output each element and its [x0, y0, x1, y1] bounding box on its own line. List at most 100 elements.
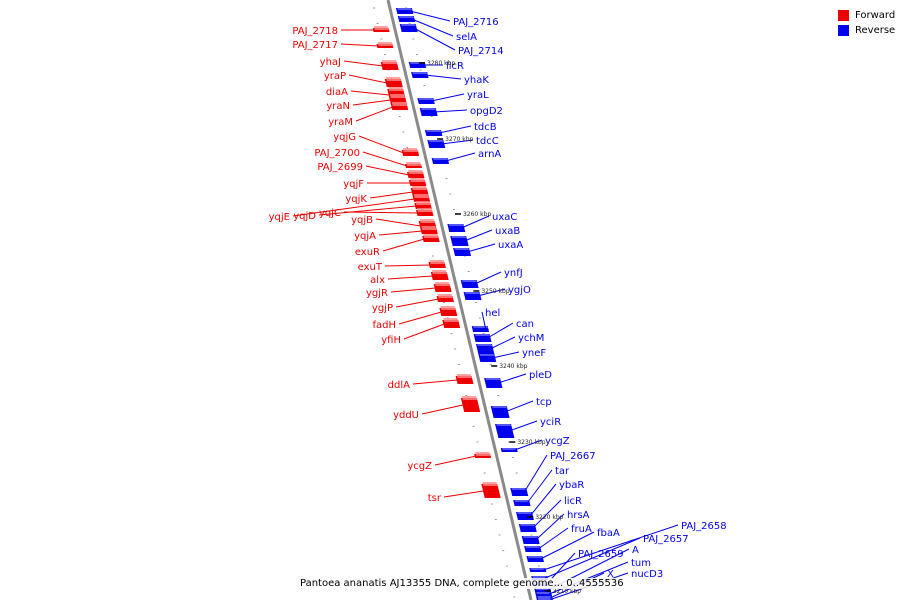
scale-label: 3220 kbp: [535, 514, 563, 521]
forward-gene-label: diaA: [326, 87, 348, 98]
reverse-gene-label: PAJ_2714: [458, 46, 504, 57]
leader-line: [438, 125, 472, 134]
leader-line: [481, 311, 487, 330]
leader-line: [395, 298, 439, 308]
reverse-gene-label: opgD2: [470, 106, 503, 117]
scale-label: 3250 kbp: [481, 288, 509, 295]
leader-line: [474, 271, 502, 285]
forward-gene-feature: [414, 201, 432, 209]
reverse-gene-feature: [419, 108, 438, 116]
forward-gene-label: yqjB: [351, 215, 373, 226]
forward-gene-label: PAJ_2700: [314, 148, 360, 159]
reverse-gene-label: PAJ_2659: [578, 549, 624, 560]
reverse-gene-label: licR: [446, 61, 464, 72]
gene-labels: PAJ_2718 PAJ_2717 yhaJ yraP diaA yraN yraM yqjG…: [269, 17, 727, 580]
forward-gene-label: PAJ_2717: [292, 40, 338, 51]
reverse-gene-feature: [513, 500, 531, 506]
forward-gene-feature: [406, 170, 425, 178]
forward-gene-feature: [408, 178, 427, 186]
reverse-gene-feature: [490, 406, 510, 418]
forward-gene-feature: [405, 162, 423, 168]
scale-label: 3230 kbp: [517, 439, 545, 446]
reverse-gene-label: nucD3: [631, 569, 663, 580]
genome-backbone: [386, 0, 533, 600]
reverse-gene-label: tdcC: [476, 136, 499, 147]
reverse-gene-label: ynfJ: [504, 268, 523, 279]
forward-gene-feature: [401, 148, 420, 156]
forward-gene-label: yqjC: [319, 208, 341, 219]
reverse-gene-feature: [450, 236, 469, 246]
leader-line: [431, 93, 465, 102]
forward-gene-feature: [390, 102, 409, 110]
legend-reverse-label: Reverse: [855, 25, 896, 36]
scale-label: 3280 kbp: [427, 60, 455, 67]
forward-gene-feature: [439, 306, 458, 316]
reverse-gene-feature: [526, 556, 544, 562]
forward-gene-feature: [416, 208, 434, 216]
forward-gene-feature: [455, 374, 474, 384]
scale-labels: 3280 kbp 3270 kbp 3260 kbp 3250 kbp 3240 kbp…: [419, 60, 581, 595]
reverse-gene-label: X: [607, 569, 614, 580]
reverse-gene-feature: [399, 24, 418, 32]
scale-label: 3210 kbp: [553, 588, 581, 595]
reverse-gene-label: uxaA: [498, 240, 523, 251]
leader-line: [461, 215, 490, 229]
forward-gene-feature: [384, 77, 403, 87]
leader-line: [378, 230, 423, 236]
leader-line: [545, 537, 641, 579]
forward-gene-label: ygjR: [366, 288, 388, 299]
forward-gene-feature: [436, 294, 454, 302]
leader-line: [350, 90, 390, 96]
forward-gene-label: yqjE: [269, 212, 290, 223]
reverse-gene-feature: [521, 536, 540, 544]
leader-line: [464, 229, 493, 242]
leader-line: [358, 135, 404, 154]
leader-line: [343, 60, 383, 67]
leader-line: [340, 43, 379, 47]
reverse-gene-label: arnA: [478, 149, 501, 160]
forward-gene-label: yqjD: [293, 211, 316, 222]
leader-line: [412, 379, 458, 385]
leader-line: [403, 323, 445, 340]
legend-reverse: Reverse: [838, 23, 895, 38]
reverse-gene-label: PAJ_2658: [681, 521, 727, 532]
reverse-gene-label: PAJ_2667: [550, 451, 596, 462]
reverse-gene-feature: [516, 512, 534, 520]
reverse-gene-feature: [463, 292, 482, 300]
reverse-gene-feature: [447, 224, 466, 232]
forward-gene-label: PAJ_2699: [317, 162, 363, 173]
reverse-gene-label: ygjO: [508, 285, 531, 296]
forward-gene-label: ygjP: [372, 303, 393, 314]
reverse-gene-feature: [397, 16, 416, 22]
forward-gene-feature: [376, 42, 394, 48]
leader-line: [413, 27, 456, 51]
reverse-gene-label: PAJ_2716: [453, 17, 499, 28]
leader-line: [443, 490, 484, 498]
leader-line: [348, 74, 387, 84]
forward-gene-label: yqjF: [343, 179, 364, 190]
reverse-gene-label: hrsA: [567, 510, 590, 521]
forward-gene-label: exuT: [358, 262, 383, 273]
forward-gene-feature: [433, 282, 452, 292]
reverse-gene-feature: [460, 280, 479, 288]
forward-gene-feature: [428, 260, 446, 268]
reverse-gene-feature: [475, 344, 495, 354]
forward-gene-label: ycgZ: [407, 461, 432, 472]
forward-gene-label: yraN: [326, 101, 350, 112]
forward-swatch: [838, 10, 849, 21]
leader-line: [369, 191, 413, 199]
leader-line: [425, 74, 462, 80]
reverse-gene-label: yciR: [540, 417, 561, 428]
forward-gene-label: yraP: [324, 71, 346, 82]
leader-line: [445, 152, 476, 162]
reverse-gene-label: fruA: [571, 524, 592, 535]
forward-gene-label: yqjK: [345, 194, 367, 205]
forward-gene-label: tsr: [428, 493, 442, 504]
scale-label: 3240 kbp: [499, 363, 527, 370]
genome-caption: Pantoea ananatis AJ13355 DNA, complete g…: [300, 578, 624, 589]
leader-line: [508, 420, 538, 432]
forward-gene-feature: [474, 452, 492, 458]
leader-line: [529, 483, 557, 517]
leader-line: [318, 205, 417, 216]
